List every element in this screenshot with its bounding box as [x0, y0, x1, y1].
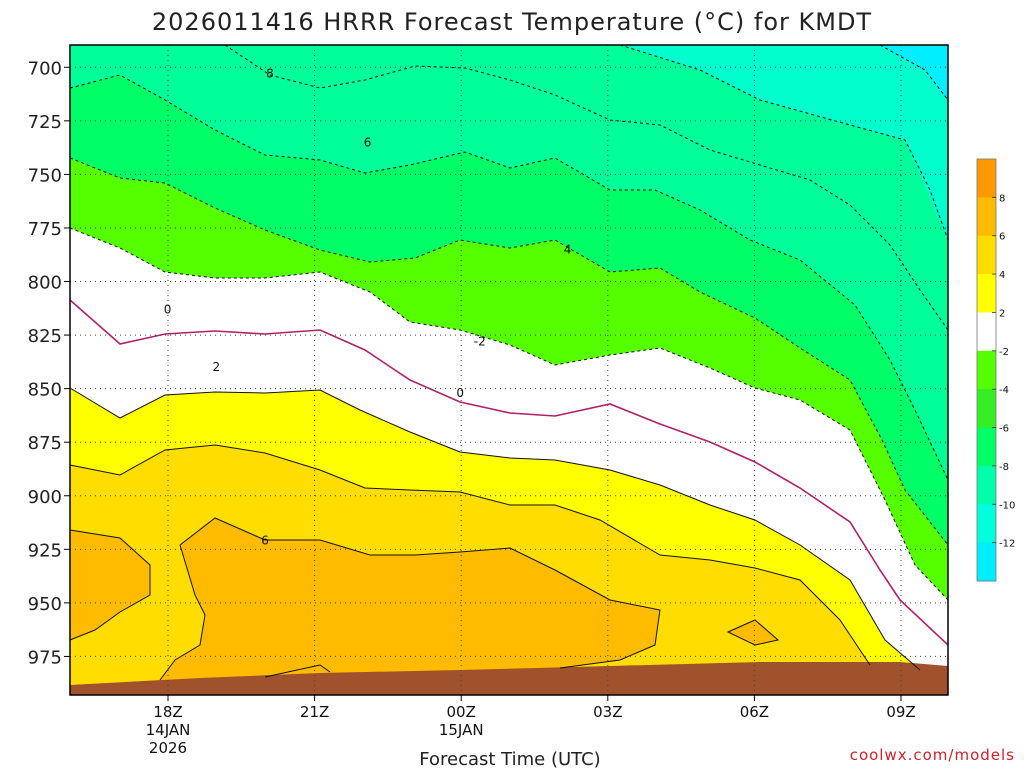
colorbar-tick-label-2: 4 [999, 270, 1005, 281]
colorbar-segment-9 [977, 504, 996, 544]
contour-label-4: 0 [164, 302, 172, 316]
isotherm-zero-upper [69, 299, 949, 646]
isotherm-minus2 [69, 227, 949, 601]
y-tick-label-875: 875 [28, 433, 62, 454]
x-tick-label-18Z: 18Z [153, 703, 182, 721]
colorbar-segment-4 [977, 312, 996, 352]
colorbar-segment-0 [977, 159, 996, 198]
x-axis-label: Forecast Time (UTC) [419, 749, 600, 768]
isotherm-8 [69, 74, 949, 481]
x-tick-label-06Z: 06Z [740, 703, 769, 721]
colorbar-tick-label-5: -4 [999, 385, 1009, 396]
colorbar-tick-label-7: -8 [999, 462, 1009, 473]
chart-title: 2026011416 HRRR Forecast Temperature (°C… [152, 8, 872, 36]
plot-frame [69, 44, 949, 696]
y-tick-label-775: 775 [28, 219, 62, 240]
contour-label-3: -2 [474, 335, 486, 349]
isotherm-6-blob [726, 619, 780, 646]
colorbar-frame [976, 158, 997, 582]
colorbar-segment-6 [977, 389, 996, 429]
colorbar-tick-label-9: -12 [999, 539, 1015, 550]
credit-text: coolwx.com/models [850, 746, 1015, 764]
y-tick-label-900: 900 [28, 487, 62, 508]
contour-label-2: 4 [564, 242, 572, 256]
y-tick-label-925: 925 [28, 540, 62, 561]
x-tick-label-09Z: 09Z [886, 703, 915, 721]
y-tick-label-975: 975 [28, 647, 62, 668]
isotherm-8-top [224, 44, 949, 331]
isotherm-2 [69, 387, 921, 671]
y-tick-label-725: 725 [28, 112, 62, 133]
isotherm-4 [69, 157, 949, 546]
band-6-to-8 [70, 518, 660, 682]
solid-isotherms [69, 387, 921, 681]
colorbar-tick-label-4: -2 [999, 347, 1009, 358]
y-tick-label-700: 700 [28, 58, 62, 79]
band-coldest [880, 45, 948, 100]
colorbar-segment-8 [977, 465, 996, 505]
colorbar-tick-label-6: -6 [999, 424, 1009, 435]
contour-label-7: 6 [261, 534, 269, 548]
colorbar-segment-7 [977, 427, 996, 467]
colorbar-segment-3 [977, 274, 996, 313]
colorbar-segment-2 [977, 235, 996, 275]
colorbar-segment-10 [977, 542, 996, 582]
band-cold-cyan [620, 45, 948, 240]
isotherm-6-lower [159, 544, 206, 681]
contour-labels: 8 6 4 -2 0 2 0 6 [164, 67, 572, 548]
y-tick-label-850: 850 [28, 380, 62, 401]
y-tick-label-950: 950 [28, 594, 62, 615]
x-tick-label-03Z: 03Z [593, 703, 622, 721]
dashed-isotherms [69, 44, 949, 601]
colorbar-segment-5 [977, 350, 996, 390]
y-axis-ticks: 700 725 750 775 800 825 850 875 900 925 950 975 [28, 58, 70, 668]
colorbar-tick-label-0: 8 [999, 193, 1005, 204]
contour-label-1: 6 [364, 135, 372, 149]
band-warm-blob [728, 620, 778, 645]
contour-label-5: 2 [213, 360, 221, 374]
isotherm-6-left [69, 529, 151, 641]
isotherm-6-main [179, 517, 661, 669]
colorbar-tick-label-3: 2 [999, 308, 1005, 319]
x-tick-label-21Z: 21Z [300, 703, 329, 721]
x-tick-sublabel-15JAN: 15JAN [439, 721, 484, 739]
contour-label-6: 0 [456, 386, 464, 400]
zero-isotherms [69, 299, 949, 646]
colorbar-tick-label-8: -10 [999, 500, 1015, 511]
colorbar-tick-label-1: 6 [999, 232, 1005, 243]
plot-area: 8 6 4 -2 0 2 0 6 [69, 44, 949, 696]
x-tick-label-00Z: 00Z [447, 703, 476, 721]
colorbar: 8 6 4 2 -2 -4 -6 -8 -10 -12 [976, 158, 1015, 582]
ground-surface [70, 662, 948, 695]
y-tick-label-825: 825 [28, 326, 62, 347]
contour-label-0: 8 [266, 67, 274, 81]
colorbar-segment-1 [977, 197, 996, 237]
isotherm-4-solid [69, 444, 871, 666]
x-tick-sublabel-14JAN: 14JAN [146, 721, 191, 739]
y-tick-label-800: 800 [28, 273, 62, 294]
isotherm-6-base [264, 664, 331, 678]
y-tick-label-750: 750 [28, 165, 62, 186]
x-tick-sublabel-2026: 2026 [149, 739, 187, 757]
grid-lines [70, 45, 948, 695]
